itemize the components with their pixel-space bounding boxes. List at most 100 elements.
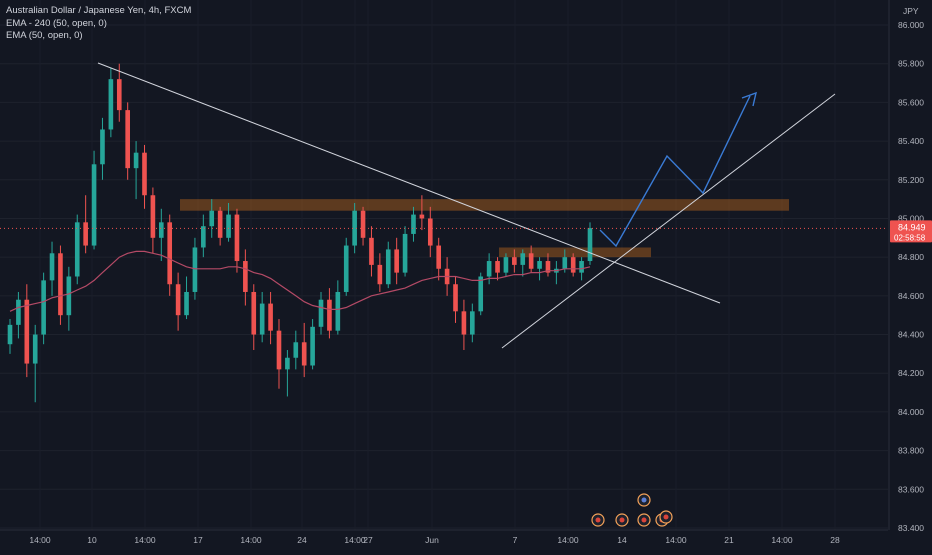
candle-body [32, 334, 38, 364]
candle-body [209, 210, 215, 227]
event-marker-dot [641, 497, 647, 503]
time-tick-label: 14:00 [240, 535, 262, 545]
time-tick-label: 17 [193, 535, 203, 545]
price-tick-label: 85.600 [898, 97, 924, 107]
time-tick-label: 7 [513, 535, 518, 545]
time-tick-label: 14:00 [665, 535, 687, 545]
flag-icon[interactable] [637, 513, 651, 527]
candle-body [133, 152, 139, 169]
candle-body [436, 245, 442, 269]
candle-body [377, 264, 383, 285]
candle-body [385, 249, 391, 285]
candle-body [327, 299, 332, 331]
candle-body [201, 226, 206, 248]
candle-body [24, 299, 30, 364]
candle-body [251, 291, 257, 335]
candle-body [360, 210, 366, 238]
flag-icon[interactable] [615, 513, 629, 527]
price-tick-label: 84.600 [898, 291, 924, 301]
time-tick-label: 28 [830, 535, 840, 545]
time-tick-label: 14:00 [557, 535, 579, 545]
candle-body [58, 253, 63, 316]
candle-body [478, 276, 484, 312]
candle-body [192, 247, 198, 292]
candle-body [369, 237, 374, 265]
resistance-zone[interactable] [180, 199, 789, 211]
time-tick-label: 14 [617, 535, 627, 545]
event-marker-dot [595, 517, 601, 523]
price-tick-label: 85.400 [898, 136, 924, 146]
candle-body [16, 299, 21, 325]
currency-badge[interactable]: JPY [903, 6, 919, 16]
candle-body [453, 284, 458, 312]
candle-body [259, 303, 265, 335]
last-price-badge-bg [890, 220, 932, 243]
candle-body [91, 164, 97, 246]
flag-icon[interactable] [591, 513, 605, 527]
symbol-title[interactable]: Australian Dollar / Japanese Yen, 4h, FX… [6, 5, 192, 16]
ema-240-indicator-label[interactable]: EMA - 240 (50, open, 0) [6, 17, 107, 29]
candle-body [461, 311, 467, 335]
candle-body [411, 214, 416, 234]
price-tick-label: 83.400 [898, 523, 924, 533]
candle-body [268, 303, 273, 331]
candle-body [108, 79, 114, 130]
time-tick-label: 14:00 [29, 535, 51, 545]
price-tick-label: 86.000 [898, 20, 924, 30]
candle-body [116, 79, 122, 111]
candle-body [528, 253, 534, 269]
time-tick-label: Jun [425, 535, 439, 545]
candle-body [49, 253, 55, 281]
candle-body [587, 228, 593, 262]
candle-body [100, 129, 105, 165]
candle-body [419, 214, 425, 219]
candle-body [503, 257, 509, 273]
candle-body [234, 214, 240, 262]
time-tick-label: 10 [87, 535, 97, 545]
candle-body [352, 210, 357, 246]
candle-body [310, 326, 315, 366]
event-marker-dot [663, 514, 669, 520]
candle-body [276, 330, 282, 370]
candle-body [184, 291, 189, 316]
flag-icon[interactable] [637, 493, 651, 507]
price-tick-label: 84.400 [898, 330, 924, 340]
candle-body [293, 342, 299, 358]
time-tick-label: 27 [363, 535, 373, 545]
price-tick-label: 84.200 [898, 368, 924, 378]
candle-body [495, 261, 500, 273]
event-marker-dot [641, 517, 647, 523]
projection-path[interactable] [599, 95, 751, 248]
candle-body [318, 299, 324, 327]
candle-body [394, 249, 399, 273]
flag-icon[interactable] [659, 510, 673, 524]
ema-line [9, 250, 591, 312]
price-tick-label: 83.600 [898, 484, 924, 494]
descending-trendline[interactable] [97, 62, 721, 304]
candle-body [470, 311, 475, 335]
ema-50-indicator-label[interactable]: EMA (50, open, 0) [6, 30, 83, 41]
candle-body [301, 342, 307, 366]
candle-body [66, 276, 72, 316]
time-tick-label: 14:00 [344, 535, 366, 545]
candle-body [570, 257, 576, 273]
time-tick-label: 14:00 [771, 535, 793, 545]
candle-body [142, 152, 147, 196]
projection-arrowhead [741, 91, 757, 107]
support-zone[interactable] [499, 247, 651, 258]
ascending-trendline[interactable] [501, 93, 836, 349]
event-marker-dot [619, 517, 625, 523]
candle-body [226, 214, 231, 238]
candle-body [402, 233, 408, 273]
candle-body [537, 261, 542, 269]
time-tick-label: 24 [297, 535, 307, 545]
candle-body [512, 257, 517, 265]
candle-body [520, 253, 526, 265]
candle-body [562, 257, 568, 269]
price-tick-label: 85.200 [898, 175, 924, 185]
candle-body [217, 210, 223, 238]
candle-body [335, 291, 341, 331]
